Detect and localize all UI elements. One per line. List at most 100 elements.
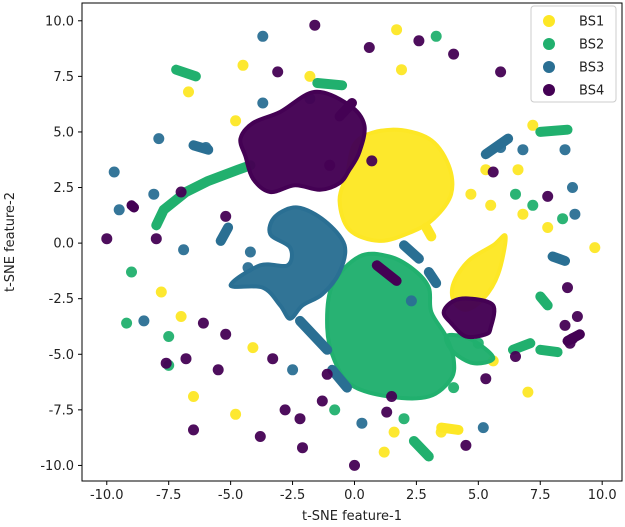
bs4-cluster-2 (441, 296, 497, 340)
bs4-point-10 (175, 186, 187, 198)
bs1-point-12 (517, 208, 529, 220)
bs2-trail-5 (408, 436, 434, 462)
bs2-trail-1 (151, 160, 256, 231)
y-tick-label: 5.0 (53, 125, 74, 140)
y-axis-ticks: 10.0 7.5 5.0 2.5 0.0 -2.5 -5.0 -7.5 -10.0 (40, 14, 82, 474)
legend-box (530, 5, 617, 103)
y-tick-label: 2.5 (53, 181, 74, 196)
bs4-point-18 (571, 311, 583, 322)
x-tick-label: -10.0 (90, 488, 124, 503)
bs2-point-2 (510, 188, 521, 200)
bs3-trail-8 (547, 251, 570, 266)
bs4-point-32 (510, 351, 521, 362)
bs4-point-33 (386, 391, 398, 402)
bs3-point-8 (200, 142, 212, 153)
bs4-point-27 (381, 406, 393, 418)
bs4-point-19 (562, 282, 573, 294)
legend-marker-bs3 (543, 61, 555, 73)
scatter-marks (101, 19, 601, 471)
x-tick-label: -2.5 (280, 488, 305, 503)
bs1-point-5 (183, 86, 194, 98)
x-axis-label: t-SNE feature-1 (302, 509, 402, 524)
bs1-point-8 (512, 164, 524, 176)
bs3-trail-5 (295, 315, 333, 355)
bs4-point-30 (349, 459, 360, 471)
bs4-point-5 (448, 48, 460, 60)
bs1-point-1 (391, 24, 403, 36)
bs3-trail-3 (423, 267, 442, 289)
x-tick-label: 5.0 (468, 488, 489, 503)
bs1-point-15 (175, 311, 187, 322)
bs1-point-17 (188, 391, 199, 402)
bs4-point-4 (495, 66, 507, 78)
bs4-point-1 (309, 19, 321, 31)
bs4-point-28 (321, 368, 333, 380)
bs4-point-38 (297, 442, 308, 454)
bs2-point-10 (398, 413, 410, 425)
bs4-point-24 (316, 395, 328, 407)
bs4-trail-2 (371, 260, 402, 286)
bs2-point-6 (163, 331, 175, 342)
bs1-point-3 (304, 70, 316, 82)
bs3-point-12 (567, 182, 578, 193)
bs1-point-2 (237, 59, 249, 71)
bs3-point-21 (356, 417, 368, 429)
bs4-point-9 (220, 210, 232, 222)
bs4-point-25 (254, 431, 266, 442)
bs1-point-23 (522, 386, 534, 398)
bs3-point-5 (108, 166, 120, 178)
legend-marker-bs2 (543, 38, 555, 50)
bs4-point-16 (160, 357, 172, 369)
bs1-point-10 (465, 188, 477, 200)
y-axis-label: t-SNE feature-2 (3, 192, 18, 292)
bs2-point-11 (472, 337, 484, 349)
bs3-point-17 (287, 364, 299, 376)
bs3-point-7 (148, 188, 160, 200)
y-tick-label: -5.0 (49, 348, 74, 363)
bs3-point-1 (257, 30, 269, 42)
series-bs4 (101, 19, 585, 471)
legend: BS1 BS2 BS3 BS4 (530, 5, 617, 103)
bs1-point-11 (485, 199, 497, 211)
bs1-point-20 (435, 426, 447, 438)
bs4-point-7 (150, 233, 162, 245)
bs3-point-10 (517, 144, 529, 156)
bs4-point-20 (559, 319, 571, 331)
bs4-point-37 (366, 155, 378, 167)
bs2-trail-4 (535, 124, 573, 137)
x-tick-label: 0.0 (344, 488, 365, 503)
bs4-trail-3 (126, 200, 139, 213)
bs3-point-13 (569, 208, 581, 220)
bs1-point-24 (155, 286, 167, 298)
bs2-point-5 (121, 317, 133, 329)
bs3-trail-2 (399, 240, 424, 264)
bs1-point-19 (388, 426, 400, 438)
bs2-trail-2 (312, 78, 348, 91)
bs2-trail-6 (535, 291, 553, 311)
bs2-point-4 (126, 266, 137, 278)
y-tick-label: -7.5 (49, 403, 74, 418)
legend-label-bs4: BS4 (579, 84, 604, 99)
y-tick-label: -2.5 (49, 292, 74, 307)
y-tick-label: -10.0 (40, 459, 74, 474)
y-tick-label: 7.5 (53, 70, 74, 85)
bs1-point-18 (230, 408, 242, 420)
y-tick-label: 0.0 (53, 237, 74, 252)
bs4-point-31 (480, 373, 492, 385)
bs4-point-29 (188, 424, 199, 436)
bs3-point-4 (153, 133, 165, 145)
bs4-point-6 (413, 35, 425, 47)
bs4-point-17 (180, 353, 192, 365)
x-tick-label: -7.5 (156, 488, 181, 503)
bs4-point-2 (363, 42, 375, 53)
bs2-point-12 (557, 213, 569, 225)
bs3-point-19 (244, 246, 256, 258)
bs3-trail-7 (215, 222, 234, 246)
bs3-cluster-1 (228, 205, 348, 321)
bs3-point-16 (242, 262, 254, 274)
x-tick-label: 10.0 (588, 488, 617, 503)
bs4-point-15 (212, 364, 224, 376)
bs4-point-12 (542, 190, 554, 202)
bs3-point-9 (495, 142, 507, 153)
